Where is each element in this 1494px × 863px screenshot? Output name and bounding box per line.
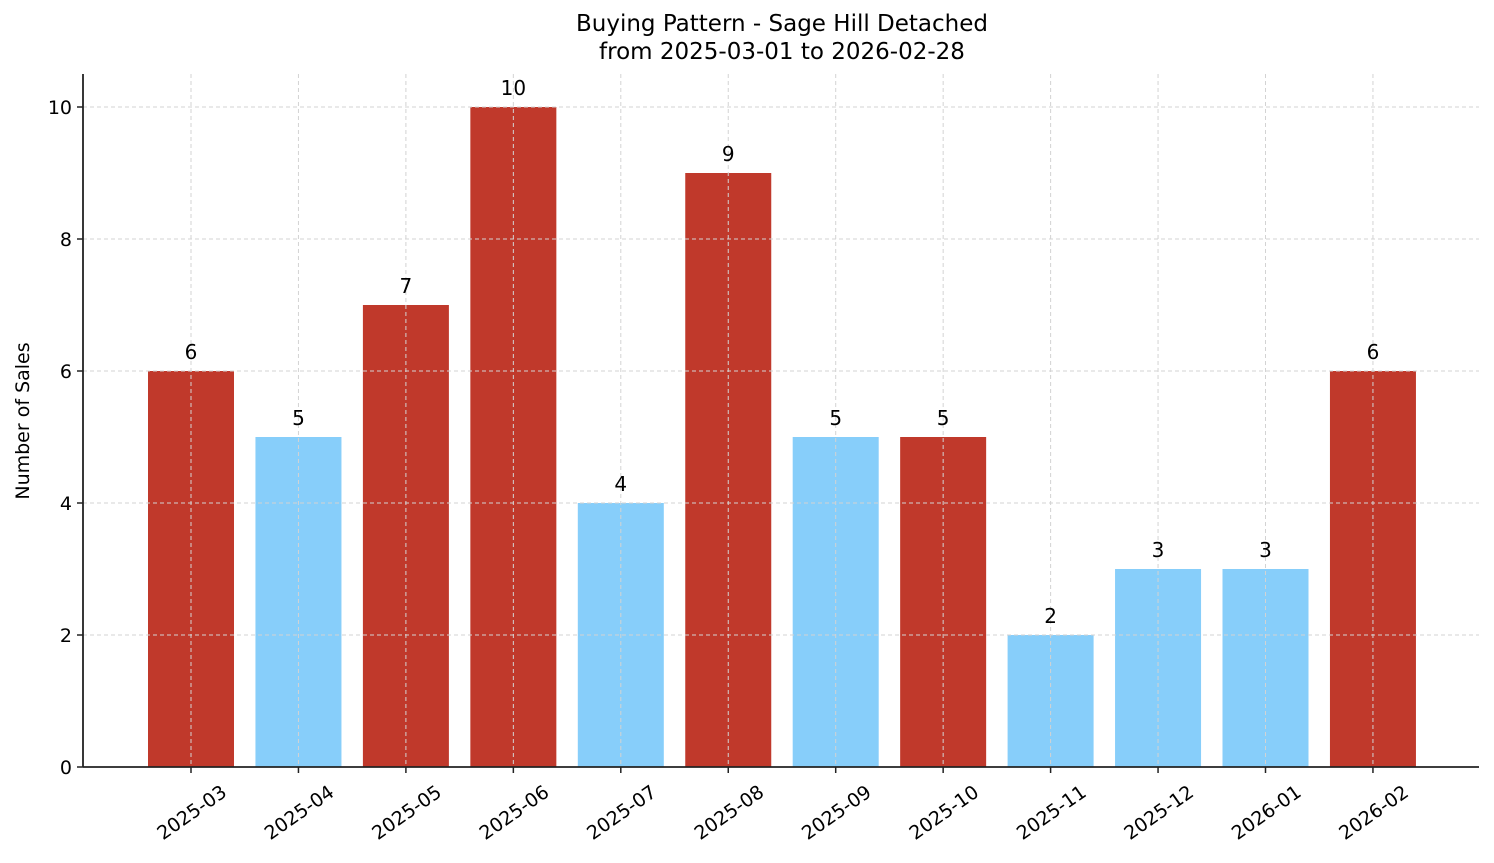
x-tick-label: 2025-04 <box>261 781 339 845</box>
bar-value-label: 3 <box>1152 538 1165 562</box>
bar-2025-06 <box>470 107 557 767</box>
bar-value-label: 5 <box>292 406 305 430</box>
chart-title: Buying Pattern - Sage Hill Detached from… <box>0 10 1494 66</box>
x-tick-label: 2025-07 <box>583 781 661 845</box>
x-axis-ticks: 2025-03 2025-04 2025-05 2025-06 2025-07 2025-… <box>153 767 1413 845</box>
y-tick-label: 0 <box>60 757 72 779</box>
bar-value-label: 7 <box>400 274 413 298</box>
y-axis-ticks: 0 2 4 6 8 10 <box>48 97 83 779</box>
x-tick-label: 2025-11 <box>1013 781 1091 845</box>
y-tick-label: 10 <box>48 97 72 119</box>
axes <box>82 74 1479 768</box>
bar-value-label: 4 <box>614 472 627 496</box>
bar-value-label: 6 <box>185 340 198 364</box>
x-tick-label: 2025-05 <box>368 781 446 845</box>
y-tick-label: 8 <box>60 229 72 251</box>
bar-value-label: 6 <box>1367 340 1380 364</box>
bar-value-label: 10 <box>501 76 526 100</box>
y-tick-label: 4 <box>60 493 72 515</box>
chart-subtitle: from 2025-03-01 to 2026-02-28 <box>599 39 965 65</box>
x-tick-label: 2025-06 <box>476 781 554 845</box>
y-tick-label: 2 <box>60 625 72 647</box>
bar-value-label: 2 <box>1044 604 1057 628</box>
x-tick-label: 2025-08 <box>690 781 768 845</box>
data-labels: 6 5 7 10 4 9 5 5 2 3 3 6 <box>185 76 1380 628</box>
bar-2025-12 <box>1115 569 1202 767</box>
bars <box>148 107 1416 767</box>
gridlines <box>83 74 1479 767</box>
bar-value-label: 9 <box>722 142 735 166</box>
x-tick-label: 2025-03 <box>153 781 231 845</box>
x-tick-label: 2025-12 <box>1120 781 1198 845</box>
bar-value-label: 5 <box>937 406 950 430</box>
x-tick-label: 2025-09 <box>798 781 876 845</box>
y-tick-label: 6 <box>60 361 72 383</box>
x-tick-label: 2025-10 <box>905 781 983 845</box>
chart-title-main: Buying Pattern - Sage Hill Detached <box>576 11 988 37</box>
bar-value-label: 5 <box>829 406 842 430</box>
x-tick-label: 2026-02 <box>1335 781 1413 845</box>
bar-2026-01 <box>1222 569 1309 767</box>
bar-value-label: 3 <box>1259 538 1272 562</box>
x-tick-label: 2026-01 <box>1228 781 1306 845</box>
